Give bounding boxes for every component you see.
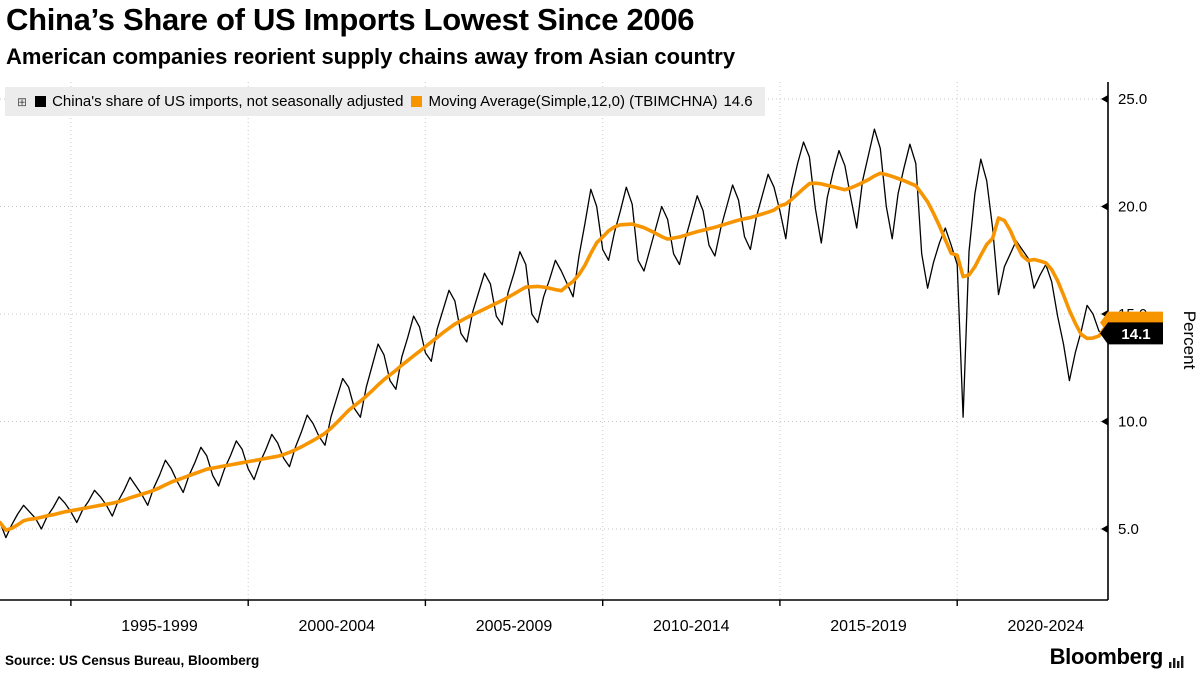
series-moving-average-line [0,171,1107,532]
legend-swatch-moving-average-icon [411,96,423,107]
legend-bar: ⊞ China's share of US imports, not seaso… [5,87,765,116]
legend-value-moving-average: 14.6 [723,93,753,110]
last-value-badge [1100,322,1163,345]
y-axis-tick-label: 25.0 [1118,91,1147,108]
legend-entry-moving-average[interactable]: Moving Average(Simple,12,0) (TBIMCHNA) 1… [411,93,753,110]
y-axis-title: Percent [1180,311,1199,370]
x-axis-tick-label: 2005-2009 [476,618,553,635]
y-axis-tick-label: 5.0 [1118,521,1139,538]
x-axis-tick-label: 2010-2014 [653,618,730,635]
y-axis-tick-label: 20.0 [1118,199,1147,216]
y-axis-tick [1101,525,1108,533]
page-title: China’s Share of US Imports Lowest Since… [6,2,695,37]
page-subtitle: American companies reorient supply chain… [6,44,736,69]
y-axis-tick-label: 10.0 [1118,414,1147,431]
legend-chart-options-icon[interactable]: ⊞ [17,94,28,109]
legend-label-moving-average: Moving Average(Simple,12,0) (TBIMCHNA) [428,93,718,110]
source-note: Source: US Census Bureau, Bloomberg [5,653,260,668]
legend-entry-imports[interactable]: China's share of US imports, not seasona… [35,93,403,110]
y-axis-tick [1101,202,1108,211]
x-axis-tick-label: 2000-2004 [299,618,376,635]
legend-swatch-imports-icon [35,96,47,107]
bloomberg-wordmark: Bloomberg [1049,644,1164,669]
x-axis-tick-label: 2015-2019 [830,618,907,635]
bloomberg-logo: Bloomberg [1050,644,1186,670]
x-axis-tick-label: 2020-2024 [1008,618,1085,635]
bloomberg-terminal-icon [1169,656,1184,668]
legend-label-imports: China's share of US imports, not seasona… [52,93,404,110]
y-axis-tick [1101,95,1108,103]
series-imports-line [0,128,1106,539]
x-axis-tick-label: 1995-1999 [121,618,198,635]
y-axis-tick [1101,417,1108,426]
last-value-label: 14.1 [1121,326,1150,343]
